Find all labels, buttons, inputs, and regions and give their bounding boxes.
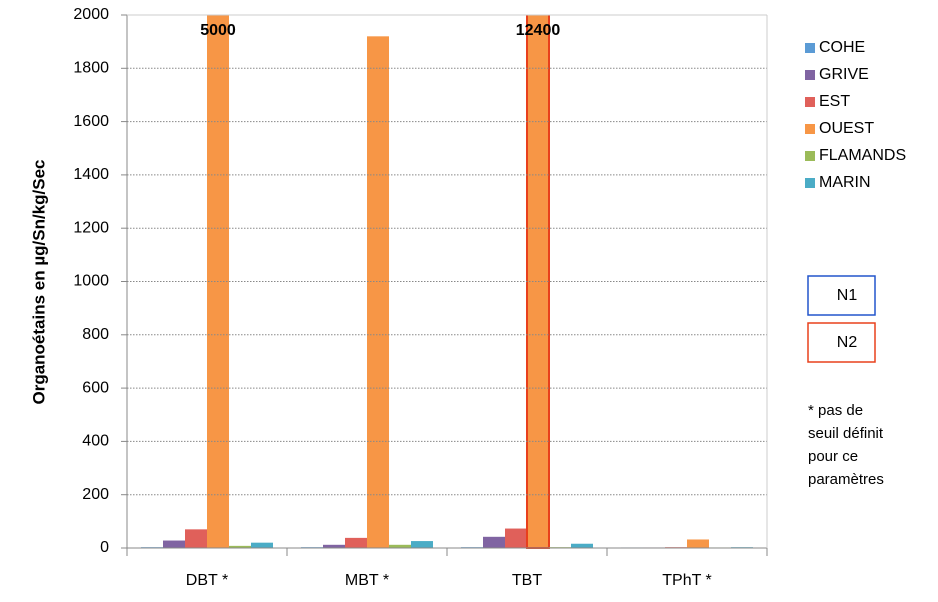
bars (141, 15, 753, 549)
data-label: 12400 (516, 22, 561, 39)
legend-label: EST (819, 93, 850, 110)
bar (526, 15, 550, 549)
threshold-box (807, 275, 876, 316)
y-tick-label: 1000 (73, 273, 109, 290)
threshold-label: N2 (837, 334, 858, 351)
y-tick-label: 0 (100, 539, 109, 556)
legend-label: COHE (819, 39, 865, 56)
bar (229, 545, 251, 548)
note: * pas de (808, 402, 863, 419)
bar (207, 15, 229, 548)
bar (389, 544, 411, 548)
legend-swatch (805, 43, 815, 53)
y-tick-label: 1400 (73, 166, 109, 183)
legend-label: GRIVE (819, 66, 869, 83)
y-tick-label: 400 (82, 433, 109, 450)
y-tick-label: 1200 (73, 219, 109, 236)
bar (571, 543, 593, 548)
y-tick-label: 1600 (73, 113, 109, 130)
bar (367, 36, 389, 548)
y-tick-label: 600 (82, 379, 109, 396)
bar (687, 539, 709, 548)
x-tick-label: TBT (512, 572, 542, 589)
note: paramètres (808, 471, 884, 488)
legend-swatch (805, 70, 815, 80)
legend-label: FLAMANDS (819, 147, 906, 164)
data-label: 5000 (200, 22, 236, 39)
note: pour ce (808, 448, 858, 465)
legend-swatch (805, 178, 815, 188)
legend-swatch (805, 124, 815, 134)
bar (251, 542, 273, 548)
y-tick-label: 1800 (73, 60, 109, 77)
threshold-box (807, 322, 876, 363)
y-tick-label: 200 (82, 486, 109, 503)
bar (505, 528, 527, 548)
legend-label: MARIN (819, 174, 871, 191)
y-axis-label: Organoétains en µg/Sn/kg/Sec (29, 159, 48, 404)
legend-swatch (805, 97, 815, 107)
legend-label: OUEST (819, 120, 874, 137)
x-tick-label: MBT * (345, 572, 389, 589)
threshold-label: N1 (837, 287, 858, 304)
bar (345, 537, 367, 548)
y-tick-label: 800 (82, 326, 109, 343)
y-tick-label: 2000 (73, 6, 109, 23)
bar (163, 540, 185, 548)
bar (323, 544, 345, 548)
bar (185, 529, 207, 548)
x-tick-label: TPhT * (662, 572, 712, 589)
bar (411, 541, 433, 548)
note: seuil définit (808, 425, 884, 442)
x-tick-label: DBT * (186, 572, 228, 589)
bar (483, 536, 505, 548)
legend-swatch (805, 151, 815, 161)
